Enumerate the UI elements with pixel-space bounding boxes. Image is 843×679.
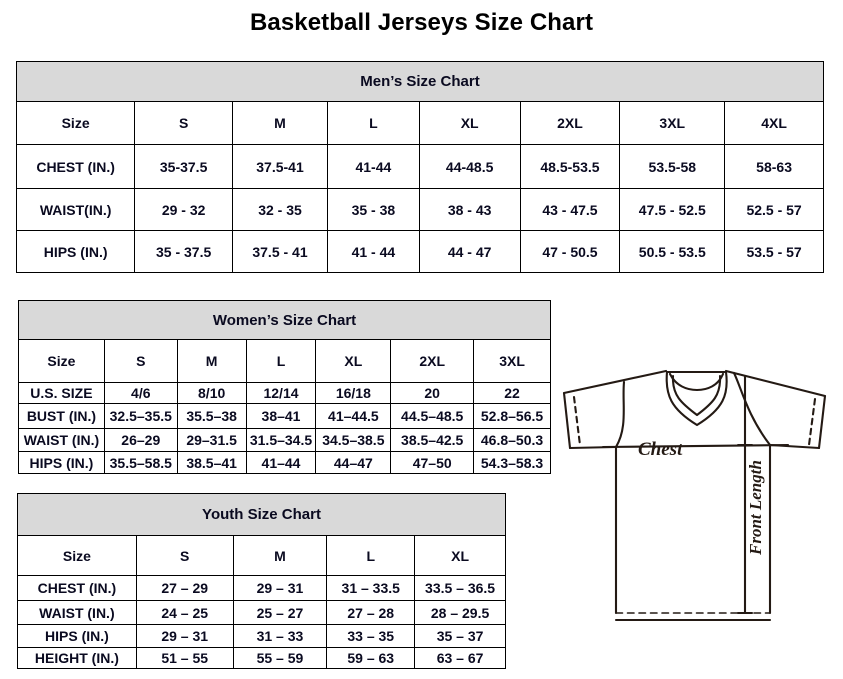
svg-text:Chest: Chest [638, 439, 683, 460]
svg-text:Front Length: Front Length [746, 460, 765, 556]
